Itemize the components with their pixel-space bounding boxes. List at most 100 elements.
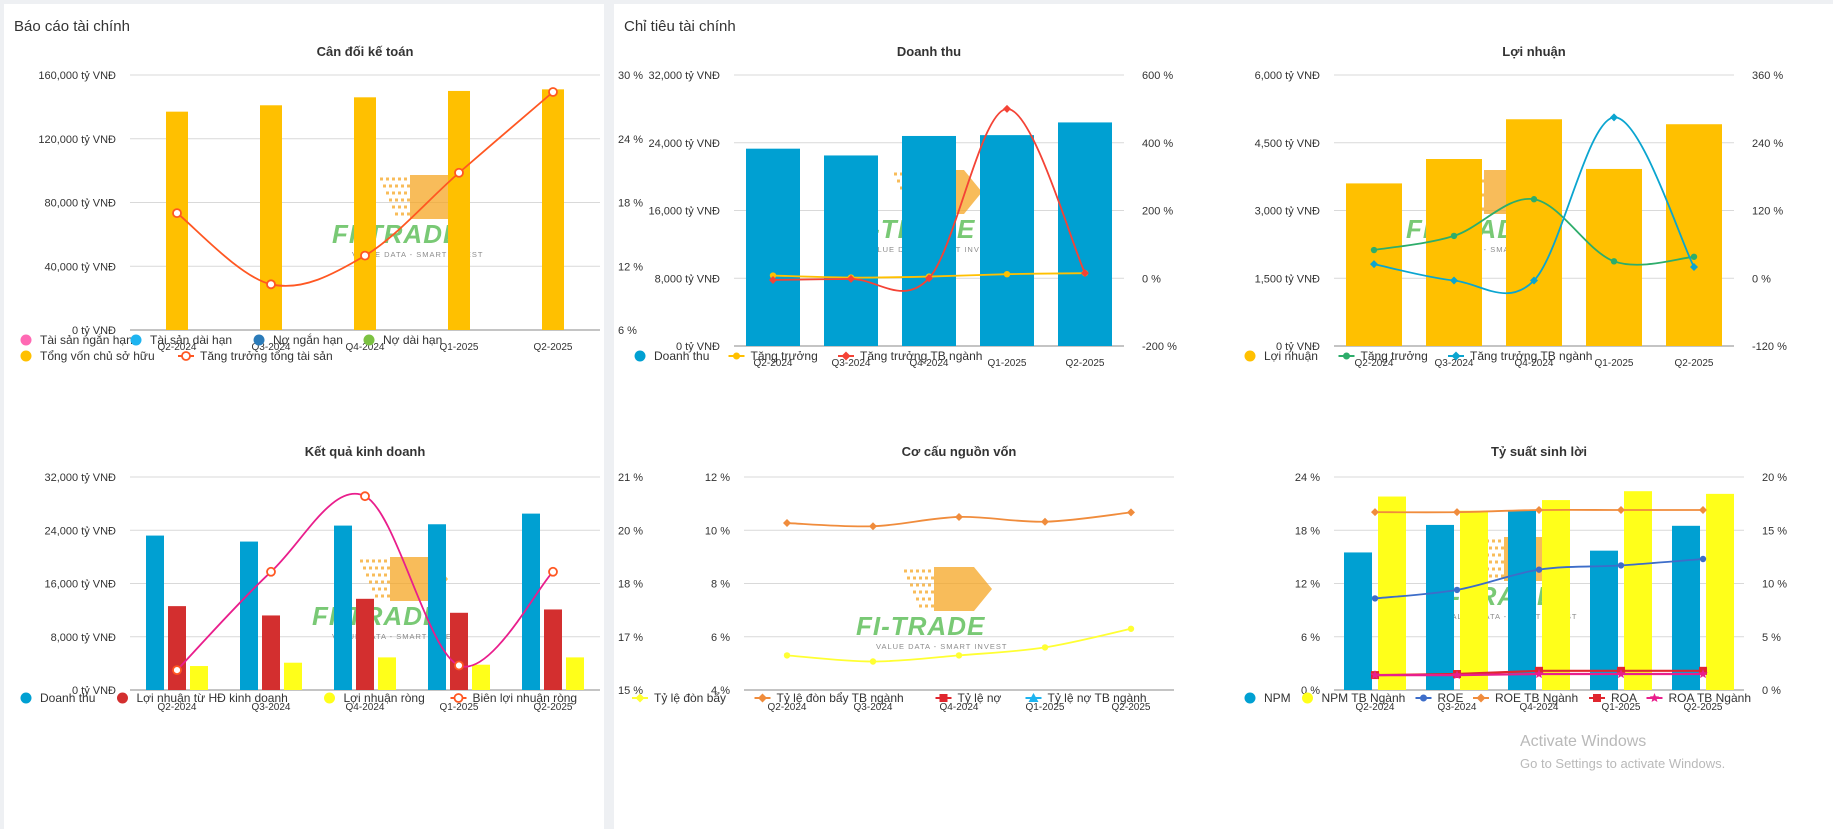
x-tick-label: Q2-2024 (158, 702, 197, 713)
bar (190, 666, 208, 690)
data-point (1616, 669, 1626, 679)
x-tick-label: Q3-2024 (854, 702, 893, 713)
balance-sheet-chart: Cân đối kế toán 0 tỷ VNĐ 40,000 tỷ VNĐ 80,0… (20, 44, 643, 363)
bar (1506, 119, 1562, 346)
data-point (1127, 625, 1135, 632)
legend-label: Doanh thu (654, 349, 709, 363)
legend-swatch (841, 351, 851, 361)
bar (1344, 552, 1372, 690)
legend-swatch (635, 693, 645, 703)
data-point (955, 652, 963, 659)
bar (428, 524, 446, 690)
data-point (1453, 508, 1461, 517)
y-right-tick-label: 0 % (1762, 685, 1781, 697)
bar (1508, 510, 1536, 690)
legend-label: Tăng trưởng (1361, 349, 1428, 363)
data-point (1370, 260, 1378, 269)
y-right-tick-label: 200 % (1142, 206, 1173, 218)
y-right-tick-label: 12 % (618, 261, 643, 273)
legend-label: Nợ ngắn hạn (273, 332, 343, 347)
data-point (1041, 517, 1049, 526)
legend-swatch (1244, 692, 1256, 704)
legend: Tỷ lệ đòn bẩy Tỷ lệ đòn bẩy TB ngành Tỷ lệ… (632, 691, 1147, 705)
legend-swatch (634, 350, 646, 362)
data-point (172, 208, 182, 219)
data-point (360, 491, 370, 502)
x-tick-label: Q4-2024 (346, 342, 385, 353)
legend-swatch (181, 351, 191, 361)
bar (1378, 496, 1406, 690)
line-series (1370, 113, 1698, 295)
legend-label: Tỷ lệ đòn bẩy TB ngành (777, 691, 904, 705)
x-tick-label: Q2-2025 (1675, 358, 1714, 369)
y-left-tick-label: 0 tỷ VNĐ (676, 341, 720, 353)
y-left-tick-label: 0 tỷ VNĐ (72, 685, 116, 697)
bar (1666, 124, 1722, 347)
legend-swatch (1593, 694, 1601, 702)
legend-label: Tỷ lệ nợ TB ngành (1048, 691, 1147, 705)
bar (378, 657, 396, 690)
bar (1624, 491, 1652, 690)
legend-label: Tăng trưởng TB ngành (1470, 349, 1592, 363)
y-right-tick-label: 18 % (618, 198, 643, 210)
data-point (1530, 276, 1538, 285)
y-right-tick-label: 17 % (618, 632, 643, 644)
bar-series (1378, 491, 1734, 690)
x-tick-label: Q2-2025 (1066, 358, 1105, 369)
y-left-tick-label: 4,500 tỷ VNĐ (1255, 138, 1320, 150)
line-series (172, 491, 558, 676)
y-right-tick-label: 120 % (1752, 206, 1783, 218)
bar (354, 97, 376, 330)
y-left-tick-label: 8,000 tỷ VNĐ (51, 632, 116, 644)
legend: Doanh thu Tăng trưởng Tăng trưởng TB ngành (634, 349, 982, 363)
chart-title: Kết quả kinh doanh (305, 444, 426, 459)
data-point (955, 512, 963, 521)
bar (1590, 550, 1618, 690)
y-left-tick-label: 16,000 tỷ VNĐ (44, 579, 116, 591)
bar (166, 111, 188, 330)
data-point (1003, 270, 1011, 278)
chart-title: Tỷ suất sinh lời (1491, 444, 1587, 459)
legend-swatch (733, 352, 740, 360)
y-left-tick-label: 8 % (711, 579, 730, 591)
bar (260, 105, 282, 330)
data-point (172, 665, 182, 676)
legend-label: Nợ dài hạn (383, 333, 442, 347)
y-right-tick-label: 0 % (1142, 273, 1161, 285)
data-point (1450, 276, 1458, 285)
x-tick-label: Q4-2024 (1520, 702, 1559, 713)
legend-label: ROA TB Ngành (1669, 691, 1752, 705)
y-right-tick-label: 360 % (1752, 70, 1783, 82)
data-point (360, 250, 370, 261)
x-tick-label: Q2-2024 (754, 358, 793, 369)
legend-swatch (1302, 692, 1313, 704)
legend-swatch (363, 334, 375, 346)
legend-label: Tăng trưởng (751, 349, 818, 363)
data-point (1610, 113, 1618, 122)
data-point (925, 274, 933, 283)
y-right-tick-label: -200 % (1142, 341, 1177, 353)
bar-series (1346, 119, 1722, 347)
line-series (1370, 196, 1698, 266)
line-series (783, 508, 1135, 531)
y-left-tick-label: 32,000 tỷ VNĐ (648, 70, 720, 82)
data-point (1534, 669, 1544, 679)
bar-series (190, 657, 584, 690)
x-tick-label: Q4-2024 (940, 702, 979, 713)
x-tick-label: Q2-2025 (534, 342, 573, 353)
x-tick-label: Q1-2025 (988, 358, 1027, 369)
legend-label: ROE (1438, 691, 1464, 705)
os-activation-overlay: Activate Windows Go to Settings to activ… (1520, 733, 1725, 771)
y-left-tick-label: 6 % (711, 632, 730, 644)
y-left-tick-label: 40,000 tỷ VNĐ (44, 261, 116, 273)
bar-series (746, 122, 1112, 346)
legend-label: Tỷ lệ nợ (958, 691, 1002, 705)
x-tick-label: Q3-2024 (252, 342, 291, 353)
data-point (1371, 595, 1379, 602)
legend-label: Doanh thu (40, 691, 95, 705)
bar (746, 148, 800, 346)
bar (168, 606, 186, 690)
